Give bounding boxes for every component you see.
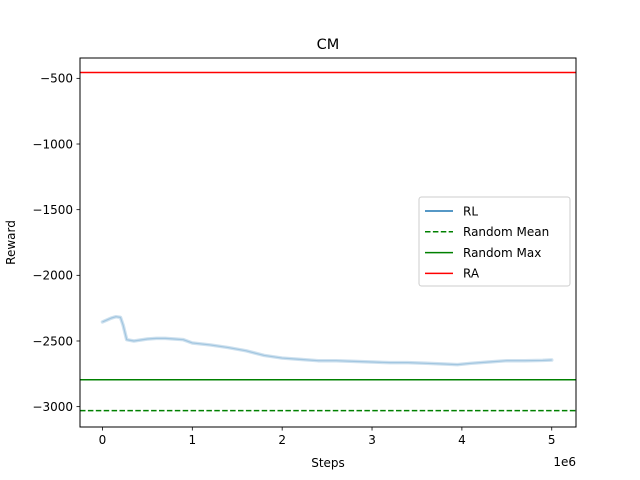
x-axis-label: Steps bbox=[311, 456, 345, 470]
x-tick-label: 1 bbox=[188, 433, 196, 447]
legend-label: RA bbox=[463, 267, 480, 281]
y-axis-label: Reward bbox=[4, 220, 18, 265]
x-axis-offset-label: 1e6 bbox=[553, 455, 576, 469]
x-tick-label: 2 bbox=[278, 433, 286, 447]
x-tick-label: 4 bbox=[458, 433, 466, 447]
axes: 0 1 2 3 4 5 −500 −1000 −1500 −2000 −2500 −3000 bbox=[32, 72, 555, 447]
legend-box bbox=[418, 196, 571, 287]
y-tick-label: −2500 bbox=[32, 334, 73, 348]
y-tick-label: −2000 bbox=[32, 269, 73, 283]
series-rl-line bbox=[102, 316, 552, 366]
y-tick-label: −1500 bbox=[32, 203, 73, 217]
y-tick-label: −3000 bbox=[32, 400, 73, 414]
plot-frame bbox=[79, 57, 577, 428]
x-tick-label: 5 bbox=[548, 433, 556, 447]
y-tick-label: −500 bbox=[40, 72, 73, 86]
y-tick-label: −1000 bbox=[32, 137, 73, 151]
series-rl-band bbox=[100, 314, 554, 367]
legend-label: Random Mean bbox=[463, 225, 549, 239]
legend-label: Random Max bbox=[463, 246, 541, 260]
plot-area bbox=[80, 71, 576, 412]
x-tick-label: 3 bbox=[368, 433, 376, 447]
legend-label: RL bbox=[463, 204, 478, 218]
x-tick-label: 0 bbox=[99, 433, 107, 447]
chart-title: CM bbox=[317, 37, 340, 53]
legend: RL Random Mean Random Max RA bbox=[418, 196, 571, 287]
